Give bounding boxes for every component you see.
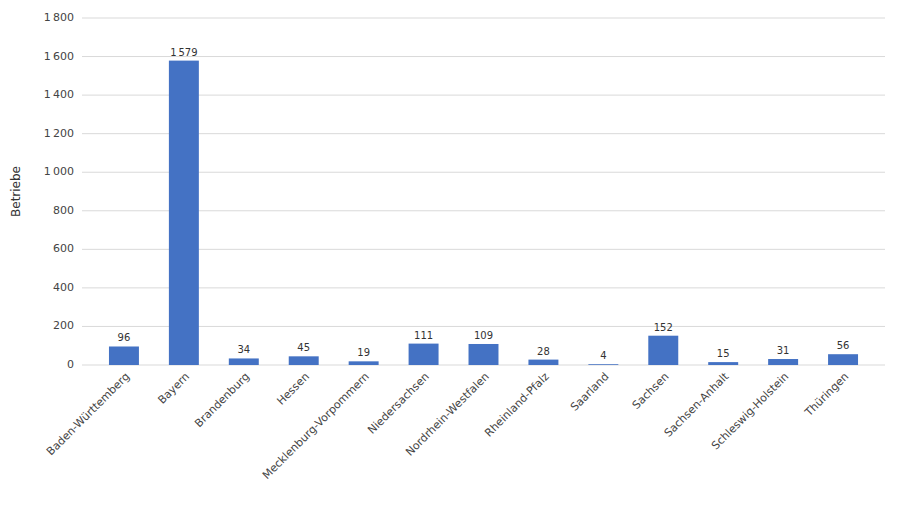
y-tick-label: 1 600 (44, 50, 74, 63)
x-tick-label: Brandenburg (192, 370, 252, 430)
bar (229, 358, 259, 365)
y-tick-label: 200 (53, 319, 74, 332)
x-tick-label: Nordrhein-Westfalen (403, 370, 492, 459)
bar (708, 362, 738, 365)
x-tick-label: Mecklenburg-Vorpommern (260, 370, 372, 482)
bar (648, 336, 678, 365)
bar (828, 354, 858, 365)
grid-line (82, 133, 885, 134)
bar (409, 344, 439, 365)
bar (349, 361, 379, 365)
bar (169, 61, 199, 365)
grid-line (82, 326, 885, 327)
data-label: 4 (600, 350, 606, 361)
y-tick-label: 1 000 (44, 165, 74, 178)
x-tick-label: Thüringen (802, 370, 851, 419)
grid-line (82, 249, 885, 250)
data-label: 111 (414, 330, 433, 341)
y-tick-label: 400 (53, 281, 74, 294)
x-tick-label: Niedersachsen (365, 370, 432, 437)
bar (469, 344, 499, 365)
bar (588, 364, 618, 365)
y-tick-label: 600 (53, 242, 74, 255)
x-tick-label: Bayern (155, 370, 192, 407)
y-tick-label: 800 (53, 204, 74, 217)
x-tick-label: Schleswig-Holstein (709, 370, 791, 452)
x-tick-label: Sachsen (630, 370, 672, 412)
data-label: 31 (777, 345, 790, 356)
data-label: 56 (837, 340, 850, 351)
data-label: 34 (237, 344, 250, 355)
bar (289, 356, 319, 365)
y-tick-label: 1 800 (44, 11, 74, 24)
grid-line (82, 210, 885, 211)
grid (82, 18, 885, 365)
data-labels: 96 1 579 34 45 19 111 109 28 4 152 15 31 56 (118, 47, 850, 362)
data-label: 28 (537, 346, 550, 357)
x-tick-label: Hessen (274, 370, 312, 408)
x-tick-label: Saarland (568, 370, 612, 414)
data-label: 96 (118, 332, 131, 343)
grid-line (82, 287, 885, 288)
bar (528, 360, 558, 365)
data-label: 152 (654, 322, 673, 333)
grid-line (82, 56, 885, 57)
grid-line (82, 18, 885, 19)
grid-line (82, 172, 885, 173)
y-ticks: 0 200 400 600 800 1 000 1 200 1 400 1 600 1 800 (44, 11, 74, 371)
y-tick-label: 0 (67, 358, 74, 371)
bar (109, 346, 139, 365)
grid-line (82, 95, 885, 96)
data-label: 15 (717, 348, 730, 359)
data-label: 19 (357, 347, 370, 358)
x-ticks: Baden-Württemberg BayernBrandenburg Hessen… (44, 370, 851, 482)
data-label: 45 (297, 342, 310, 353)
background (0, 0, 900, 505)
x-tick-label: Sachsen-Anhalt (662, 370, 732, 440)
y-axis-label: Betriebe (9, 166, 23, 217)
x-tick-label: Rheinland-Pfalz (482, 370, 552, 440)
y-tick-label: 1 200 (44, 127, 74, 140)
data-label: 109 (474, 330, 493, 341)
bars (109, 61, 858, 365)
data-label: 1 579 (170, 47, 197, 58)
y-tick-label: 1 400 (44, 88, 74, 101)
bar (768, 359, 798, 365)
chart: 0 200 400 600 800 1 000 1 200 1 400 1 600 1 800 Be… (0, 0, 900, 505)
x-tick-label: Baden-Württemberg (44, 370, 132, 458)
